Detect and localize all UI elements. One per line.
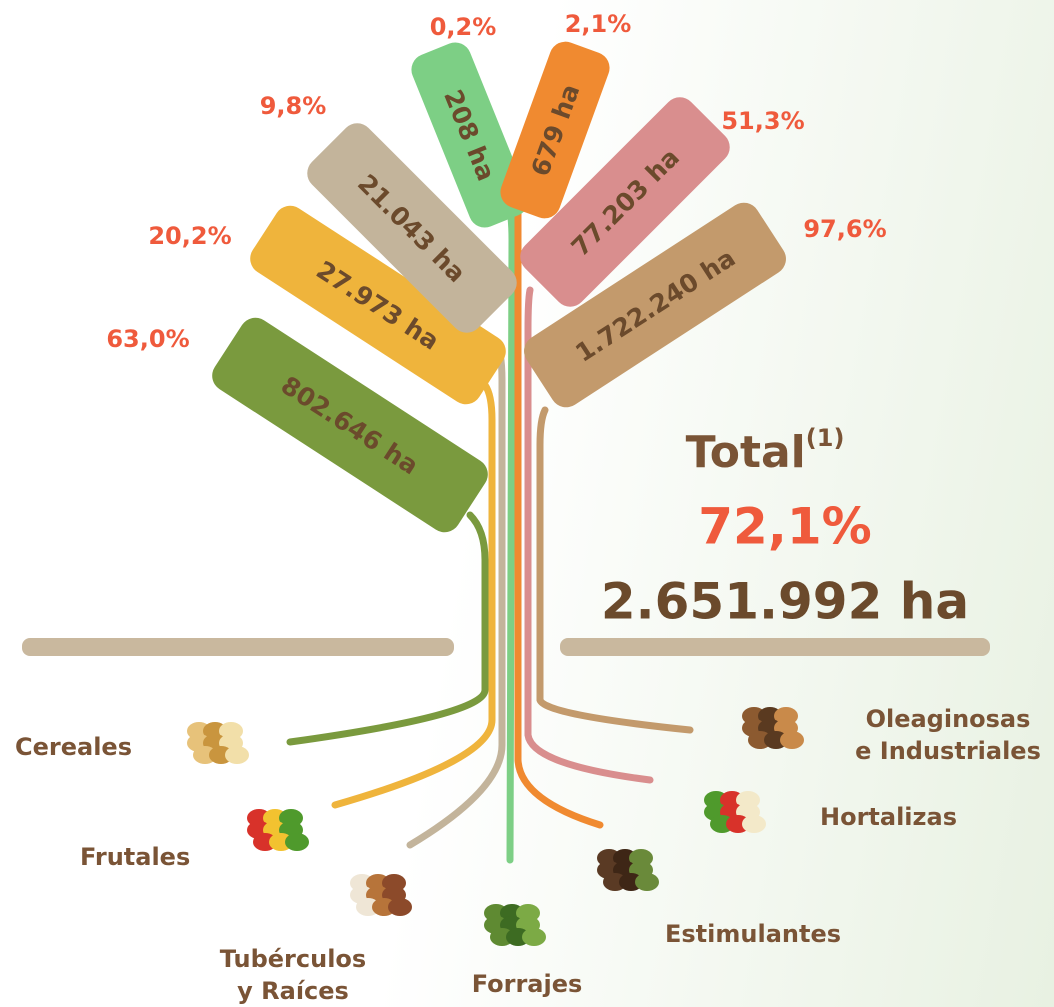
food-icon — [484, 904, 546, 946]
stem — [286, 511, 489, 746]
percent-label: 2,1% — [565, 10, 632, 38]
percent-label: 9,8% — [260, 92, 327, 120]
stem — [536, 406, 694, 734]
ground-bar-right — [560, 638, 990, 656]
category-name: Tubérculos — [220, 945, 366, 973]
food-icon — [742, 707, 804, 749]
leaf-shape — [307, 123, 517, 333]
percent-label: 63,0% — [106, 325, 189, 353]
food-piece — [522, 928, 546, 946]
category-name: Oleaginosas — [866, 705, 1031, 733]
food-icon — [350, 874, 412, 916]
stem — [524, 286, 654, 784]
total-word: Total — [686, 427, 806, 478]
stem — [504, 196, 516, 864]
food-piece — [635, 873, 659, 891]
food-piece — [388, 898, 412, 916]
percent-label: 0,2% — [430, 13, 497, 41]
total-label: Total(1) — [686, 424, 845, 478]
percent-label: 51,3% — [721, 107, 804, 135]
food-piece — [225, 746, 249, 764]
percent-label: 97,6% — [803, 215, 886, 243]
food-icon — [247, 809, 309, 851]
category-name: Frutales — [80, 843, 190, 871]
leaf-shape — [500, 41, 610, 219]
category-name: e Industriales — [855, 737, 1041, 765]
food-piece — [285, 833, 309, 851]
total-note: (1) — [806, 424, 845, 452]
leaf-shape — [250, 205, 506, 405]
category-name: Cereales — [15, 733, 132, 761]
ground-bar-left — [22, 638, 454, 656]
category-name: Estimulantes — [665, 920, 841, 948]
category-name: Hortalizas — [820, 803, 957, 831]
leaf-shape — [411, 42, 529, 228]
branch-leaf: 1.722.240 ha — [524, 202, 786, 408]
total-percent: 72,1% — [698, 498, 871, 556]
food-icon — [597, 849, 659, 891]
stem — [331, 381, 496, 809]
category-name: y Raíces — [237, 977, 349, 1005]
food-icon — [187, 722, 249, 764]
leaf-shape — [524, 202, 786, 408]
total-area: 2.651.992 ha — [601, 573, 969, 631]
food-icon — [704, 791, 766, 833]
percent-label: 20,2% — [148, 222, 231, 250]
category-name: Forrajes — [472, 970, 583, 998]
food-piece — [780, 731, 804, 749]
leaf-shape — [212, 317, 488, 533]
branch-leaf: 679 ha — [500, 41, 610, 219]
food-piece — [742, 815, 766, 833]
leaf-shape — [520, 97, 730, 307]
